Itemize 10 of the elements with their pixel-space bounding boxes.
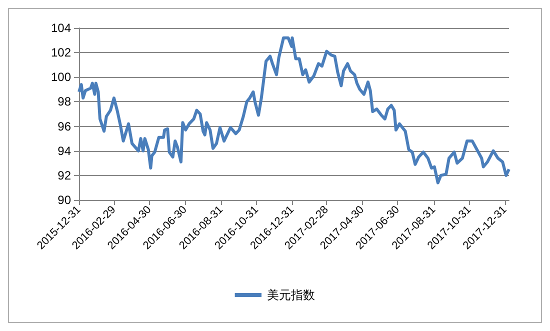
y-tick-label: 96 [58,119,72,134]
y-tick-label: 90 [58,193,72,207]
y-tick-label: 104 [50,21,72,35]
y-tick-label: 100 [50,70,72,84]
y-tick-label: 102 [50,46,72,60]
y-tick-label: 94 [58,144,72,158]
legend-label: 美元指数 [267,288,316,302]
y-tick-label: 98 [58,94,72,109]
line-series [78,36,510,184]
y-tick-label: 92 [58,168,72,182]
